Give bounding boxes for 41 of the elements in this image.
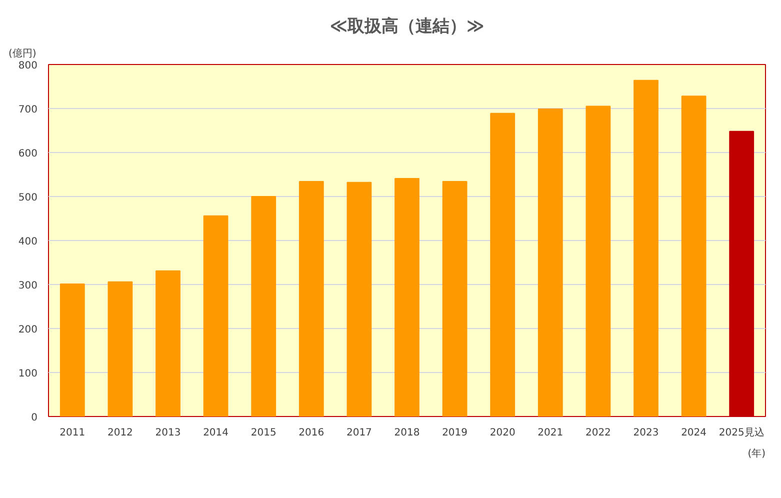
- bar: [634, 80, 658, 416]
- x-tick-label: 2020: [490, 428, 516, 438]
- y-tick-label: 200: [18, 324, 38, 336]
- bar: [586, 106, 611, 416]
- x-axis-title: (年): [748, 448, 766, 460]
- y-axis-title: (億円): [8, 48, 36, 60]
- bar: [538, 108, 563, 416]
- bar: [394, 178, 420, 416]
- y-tick-label: 400: [18, 236, 38, 248]
- y-tick-label: 500: [18, 192, 38, 204]
- x-tick-label: 2019: [442, 428, 468, 438]
- bar: [251, 196, 276, 416]
- x-tick-label: 2014: [203, 428, 229, 438]
- bar: [490, 112, 516, 416]
- chart-title: ≪取扱高（連結）≫: [330, 16, 484, 36]
- bar: [60, 284, 85, 416]
- y-tick-label: 300: [18, 280, 38, 292]
- bar: [298, 181, 324, 416]
- x-tick-label: 2017: [346, 428, 372, 438]
- x-tick-label: 2011: [60, 428, 86, 438]
- y-tick-label: 600: [18, 148, 38, 160]
- x-tick-label: 2024: [681, 428, 707, 438]
- bar: [442, 181, 468, 416]
- bar: [346, 182, 372, 416]
- y-tick-label: 800: [18, 60, 38, 72]
- x-tick-label: 2018: [394, 428, 420, 438]
- bar: [681, 96, 706, 416]
- y-tick-label: 100: [18, 368, 38, 380]
- bar: [156, 270, 180, 416]
- bar: [108, 281, 133, 416]
- y-tick-label: 700: [18, 104, 38, 116]
- x-tick-label: 2022: [585, 428, 611, 438]
- bar: [203, 215, 228, 416]
- x-tick-label: 2025見込: [718, 426, 764, 438]
- x-tick-label: 2023: [633, 428, 659, 438]
- x-tick-label: 2015: [250, 428, 276, 438]
- x-tick-label: 2021: [538, 428, 564, 438]
- y-tick-label: 0: [31, 412, 38, 424]
- x-tick-label: 2016: [298, 428, 324, 438]
- x-tick-label: 2013: [155, 428, 181, 438]
- x-tick-label: 2012: [107, 428, 133, 438]
